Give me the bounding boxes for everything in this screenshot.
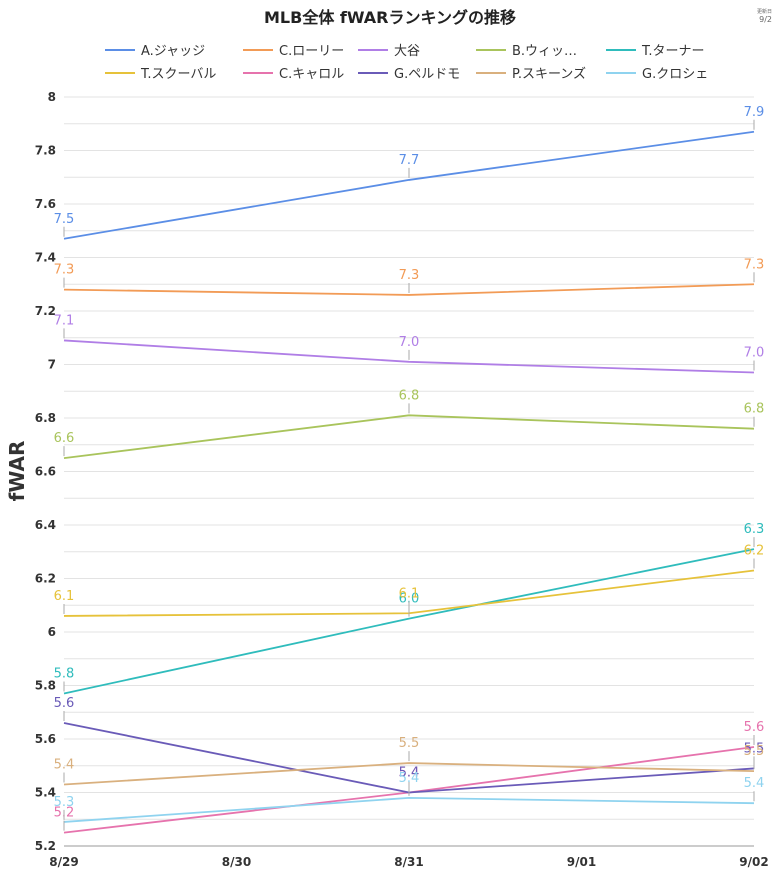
y-axis-label: fWAR [5, 441, 29, 502]
legend-label: C.ローリー [279, 44, 344, 59]
data-label: 6.8 [744, 402, 765, 417]
series-line [63, 414, 755, 460]
legend-item: C.キャロル [243, 67, 344, 82]
data-label: 6.1 [54, 589, 75, 604]
legend-label: T.スクーバル [140, 67, 216, 82]
update-date-label: 更新日 [756, 9, 772, 15]
legend-label: C.キャロル [279, 67, 344, 82]
y-tick-label: 7 [48, 358, 56, 372]
legend-item: G.ペルドモ [358, 67, 460, 82]
data-label: 5.4 [399, 766, 420, 781]
data-label: 5.6 [744, 720, 765, 735]
y-tick-label: 5.2 [35, 839, 56, 853]
data-label: 6.6 [54, 431, 75, 446]
data-label: 5.5 [744, 741, 765, 756]
y-tick-label: 6.2 [35, 572, 56, 586]
legend-item: T.スクーバル [105, 67, 216, 82]
legend-label: B.ウィッ… [512, 44, 577, 59]
data-label: 7.1 [54, 313, 75, 328]
series-line [63, 130, 755, 240]
legend-item: A.ジャッジ [105, 44, 205, 59]
legend-label: T.ターナー [641, 44, 705, 59]
y-tick-label: 7.2 [35, 304, 56, 318]
data-label: 5.4 [54, 757, 75, 772]
legend-label: A.ジャッジ [141, 44, 205, 59]
legend-label: G.ペルドモ [394, 67, 460, 82]
y-tick-label: 6.4 [35, 518, 56, 532]
y-tick-label: 5.4 [35, 786, 56, 800]
x-axis: 8/29 8/30 8/31 9/01 9/02 [49, 845, 769, 869]
y-tick-label: 5.6 [35, 732, 56, 746]
series-line [63, 339, 755, 374]
y-tick-label: 6 [48, 625, 56, 639]
legend-label: G.クロシェ [642, 67, 708, 82]
series-line [63, 762, 755, 786]
series-line [63, 548, 755, 695]
data-label: 7.0 [744, 346, 765, 361]
y-tick-label: 8 [48, 90, 56, 104]
series-group [63, 130, 755, 834]
data-label: 5.5 [399, 736, 420, 751]
chart-title: MLB全体 fWARランキングの推移 [264, 8, 516, 27]
y-axis: 5.2 5.4 5.6 5.8 6 6.2 6.4 6.6 6.8 7 7.2 7.4 7.6 7.8 8 [35, 90, 56, 853]
x-tick-label: 9/02 [739, 855, 768, 869]
legend-item: 大谷 [358, 44, 420, 59]
update-date-value: 9/2 [759, 15, 772, 24]
x-tick-label: 8/31 [394, 855, 423, 869]
legend-item: B.ウィッ… [476, 44, 577, 59]
data-label: 5.4 [744, 776, 765, 791]
legend: A.ジャッジ C.ローリー 大谷 B.ウィッ… T.ターナー T.スクーバル C.キャロル G… [105, 44, 708, 82]
y-tick-label: 6.8 [35, 411, 56, 425]
x-tick-label: 8/30 [222, 855, 251, 869]
legend-item: C.ローリー [243, 44, 344, 59]
y-tick-label: 7.8 [35, 144, 56, 158]
grid [64, 96, 754, 847]
y-tick-label: 7.6 [35, 197, 56, 211]
data-label: 5.8 [54, 667, 75, 682]
data-label: 7.0 [399, 335, 420, 350]
data-label: 7.3 [744, 257, 765, 272]
data-label: 6.0 [399, 592, 420, 607]
data-label: 6.3 [744, 522, 765, 537]
data-label: 7.7 [399, 153, 420, 168]
data-label: 5.3 [54, 795, 75, 810]
data-label: 7.3 [399, 268, 420, 283]
data-label: 5.4 [399, 766, 420, 781]
legend-item: P.スキーンズ [476, 66, 586, 82]
update-date-box: 更新日 9/2 [757, 10, 772, 24]
y-tick-label: 7.4 [35, 251, 56, 265]
legend-label: 大谷 [394, 44, 420, 59]
legend-item: T.ターナー [606, 44, 705, 59]
data-label: 5.5 [744, 744, 765, 759]
data-label: 5.4 [399, 771, 420, 786]
y-tick-label: 5.8 [35, 679, 56, 693]
x-tick-label: 8/29 [49, 855, 78, 869]
data-labels: 7.5 7.7 7.9 7.3 7.3 7.3 7.1 7.0 7.0 6.6 6.8 6.8 5.8 6… [54, 105, 765, 831]
x-tick-label: 9/01 [567, 855, 596, 869]
y-tick-label: 6.6 [35, 465, 56, 479]
data-label: 7.5 [54, 212, 75, 227]
series-line [63, 796, 755, 823]
legend-label: P.スキーンズ [512, 66, 586, 82]
legend-item: G.クロシェ [606, 67, 708, 82]
data-label: 7.3 [54, 263, 75, 278]
data-label: 6.2 [744, 543, 765, 558]
data-label: 6.8 [399, 388, 420, 403]
data-label: 6.1 [399, 586, 420, 601]
series-line [63, 283, 755, 296]
data-label: 5.6 [54, 696, 75, 711]
data-label: 7.9 [744, 105, 765, 120]
